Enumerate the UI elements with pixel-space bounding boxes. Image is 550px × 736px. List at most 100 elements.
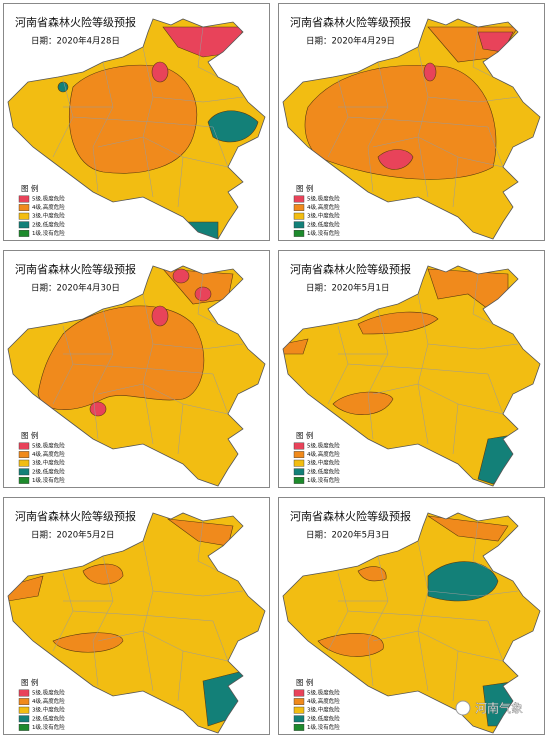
risk-zone bbox=[317, 633, 384, 657]
risk-zone bbox=[427, 515, 509, 542]
county-border bbox=[152, 343, 244, 350]
legend-label: 1级,没有危险 bbox=[32, 476, 65, 484]
panel-date: 日期：2020年5月2日 bbox=[31, 530, 114, 541]
legend-swatch bbox=[18, 442, 30, 450]
county-border bbox=[472, 520, 494, 572]
legend-title: 图 例 bbox=[296, 183, 313, 193]
county-border bbox=[417, 293, 429, 445]
panel-date: 日期：2020年4月28日 bbox=[31, 36, 120, 47]
risk-zone bbox=[89, 401, 107, 417]
panel-title: 河南省森林火险等级预报 bbox=[290, 15, 411, 29]
county-border bbox=[197, 273, 219, 325]
county-border bbox=[142, 293, 154, 445]
risk-zone bbox=[357, 311, 439, 335]
legend-label: 5级,极度危险 bbox=[32, 195, 65, 203]
legend-swatch bbox=[293, 229, 305, 237]
risk-zone bbox=[57, 81, 69, 93]
panel-date: 日期：2020年5月1日 bbox=[306, 283, 389, 294]
risk-zone bbox=[151, 305, 169, 327]
legend-label: 1级,没有危险 bbox=[32, 723, 65, 731]
risk-zone bbox=[332, 391, 394, 415]
county-border bbox=[417, 46, 429, 198]
risk-zone bbox=[207, 110, 259, 143]
legend-label: 3级,中度危险 bbox=[307, 459, 340, 467]
legend-label: 1级,没有危险 bbox=[307, 723, 340, 731]
legend-label: 4级,高度危险 bbox=[32, 450, 65, 458]
county-border bbox=[347, 363, 504, 415]
county-border bbox=[72, 610, 229, 662]
watermark-text: 河南气象 bbox=[475, 701, 523, 716]
panel-date: 日期：2020年5月3日 bbox=[306, 530, 389, 541]
legend-label: 1级,没有危险 bbox=[307, 229, 340, 237]
legend-swatch bbox=[18, 229, 30, 237]
legend-swatch bbox=[18, 715, 30, 723]
legend-swatch bbox=[293, 706, 305, 714]
province-map bbox=[7, 18, 266, 240]
county-border bbox=[177, 403, 184, 455]
legend-title: 图 例 bbox=[21, 430, 38, 440]
county-border bbox=[452, 403, 459, 455]
legend-swatch bbox=[293, 204, 305, 211]
legend-label: 2级,低度危险 bbox=[32, 467, 65, 475]
county-border bbox=[197, 26, 219, 78]
county-border bbox=[152, 590, 244, 597]
county-border bbox=[92, 555, 114, 687]
county-border bbox=[97, 383, 229, 415]
county-border bbox=[142, 46, 154, 198]
legend-swatch bbox=[293, 689, 305, 697]
province-area bbox=[8, 513, 265, 733]
legend-title: 图 例 bbox=[296, 430, 313, 440]
panel-title: 河南省森林火险等级预报 bbox=[15, 262, 136, 276]
legend-title: 图 例 bbox=[21, 183, 38, 193]
legend-label: 2级,低度危险 bbox=[307, 220, 340, 228]
legend-label: 2级,低度危险 bbox=[32, 714, 65, 722]
province-outline bbox=[282, 512, 541, 734]
legend-label: 3级,中度危险 bbox=[32, 212, 65, 220]
province-outline bbox=[282, 265, 541, 487]
risk-zone bbox=[377, 149, 414, 170]
legend-swatch bbox=[18, 451, 30, 458]
legend-label: 3级,中度危险 bbox=[307, 706, 340, 714]
watermark: 河南气象 bbox=[455, 700, 523, 716]
risk-zones bbox=[37, 268, 234, 417]
risk-zone bbox=[172, 268, 190, 284]
county-border bbox=[72, 363, 229, 415]
legend-swatch bbox=[18, 195, 30, 203]
legend-label: 5级,极度危险 bbox=[307, 689, 340, 697]
county-border bbox=[367, 61, 389, 193]
legend-swatch bbox=[293, 451, 305, 458]
watermark-icon bbox=[455, 700, 471, 716]
legend-swatch bbox=[293, 442, 305, 450]
panel-title: 河南省森林火险等级预报 bbox=[290, 262, 411, 276]
legend-title: 图 例 bbox=[296, 677, 313, 687]
county-border bbox=[472, 26, 494, 78]
legend-swatch bbox=[18, 221, 30, 229]
legend-swatch bbox=[293, 212, 305, 220]
legend-label: 4级,高度危险 bbox=[32, 697, 65, 705]
legend-swatch bbox=[18, 723, 30, 731]
county-border bbox=[92, 308, 114, 440]
province-area bbox=[283, 266, 540, 486]
province-outline bbox=[7, 512, 266, 734]
county-border bbox=[427, 96, 519, 103]
county-border bbox=[452, 156, 459, 208]
county-border bbox=[347, 116, 504, 168]
legend-swatch bbox=[18, 204, 30, 211]
province-map bbox=[7, 265, 266, 487]
county-border bbox=[72, 116, 229, 168]
legend-label: 4级,高度危险 bbox=[307, 203, 340, 211]
legend-label: 1级,没有危险 bbox=[307, 476, 340, 484]
county-border bbox=[142, 540, 154, 692]
risk-zone bbox=[68, 64, 197, 174]
legend-swatch bbox=[293, 195, 305, 203]
panel-date: 日期：2020年4月29日 bbox=[306, 36, 395, 47]
legend-swatch bbox=[18, 476, 30, 484]
risk-zone bbox=[82, 563, 124, 585]
county-border bbox=[372, 136, 504, 168]
province-outline bbox=[7, 18, 266, 240]
